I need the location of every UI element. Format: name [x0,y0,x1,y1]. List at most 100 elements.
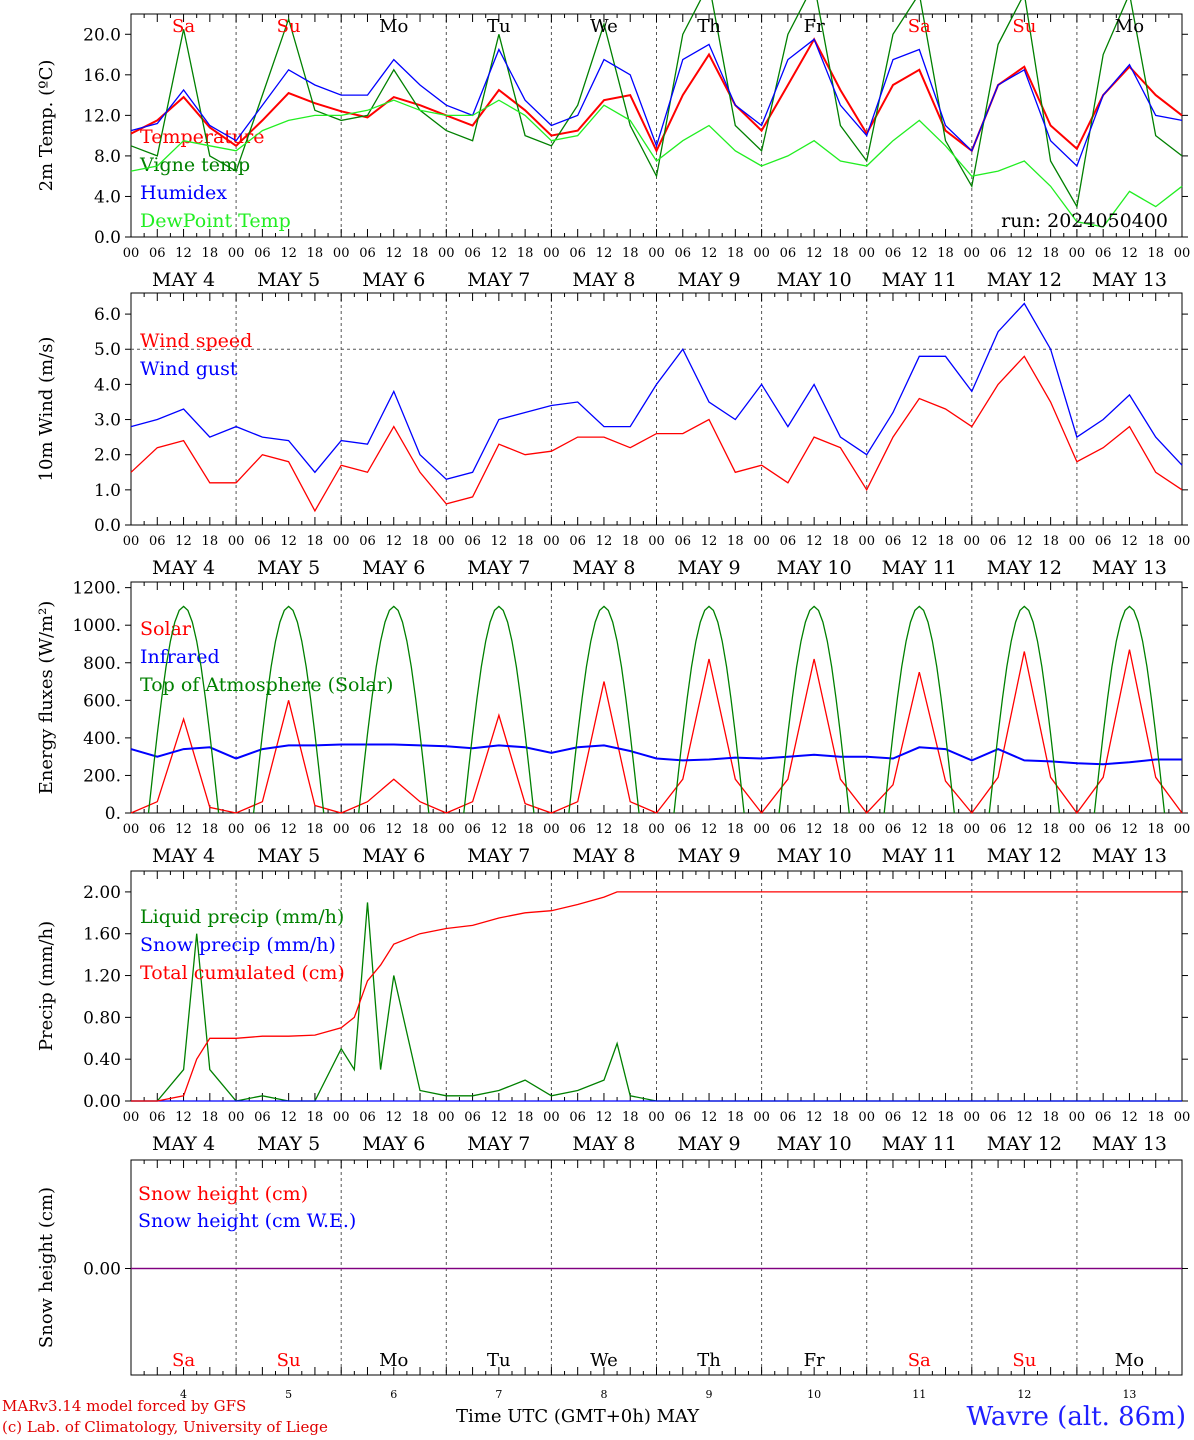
hour-tick-label: 18 [202,246,219,261]
hour-tick-label: 18 [622,534,639,549]
hour-tick-label: 12 [491,246,508,261]
legend-entry: Wind speed [140,330,252,352]
hour-tick-label: 00 [648,246,665,261]
day-number-label: 7 [495,1388,502,1401]
date-label: MAY 9 [678,557,741,579]
hour-tick-label: 12 [596,1110,613,1125]
hour-tick-label: 12 [491,534,508,549]
hour-tick-label: 06 [780,534,797,549]
hour-tick-label: 06 [149,246,166,261]
hour-tick-label: 18 [202,1110,219,1125]
date-label: MAY 11 [882,1133,957,1155]
y-axis-label: Energy fluxes (W/m²) [36,601,57,795]
day-number-label: 6 [390,1388,397,1401]
hour-tick-label: 00 [648,534,665,549]
day-name-label: Mo [379,1350,408,1371]
panel-1-frame [130,13,1183,238]
hour-tick-label: 12 [911,822,928,837]
date-label: MAY 7 [467,845,530,867]
y-tick-label: 20.0 [83,25,121,45]
hour-tick-label: 18 [517,1110,534,1125]
day-name-label: Sa [908,1350,931,1371]
y-tick-label: 200. [83,766,121,786]
hour-tick-label: 06 [990,822,1007,837]
hour-tick-label: 06 [464,534,481,549]
day-name-label: Tu [487,16,511,37]
hour-tick-label: 18 [412,534,429,549]
legend-entry: Solar [140,618,192,640]
day-name-label: Th [697,1350,721,1371]
y-tick-label: 5.0 [94,340,121,360]
hour-tick-label: 18 [937,534,954,549]
hour-tick-label: 18 [307,534,324,549]
hour-tick-label: 06 [780,822,797,837]
date-label: MAY 12 [987,557,1062,579]
legend-entry: Liquid precip (mm/h) [140,906,344,928]
y-tick-label: 0. [105,804,121,824]
date-label: MAY 4 [152,1133,215,1155]
series-line-total-cumulated-cm [131,891,1182,1102]
hour-tick-label: 12 [1121,534,1138,549]
day-number-label: 4 [180,1388,187,1401]
hour-tick-label: 18 [307,246,324,261]
hour-tick-label: 06 [569,822,586,837]
hour-tick-label: 00 [333,822,350,837]
hour-tick-label: 06 [780,1110,797,1125]
legend-entry: Top of Atmosphere (Solar) [140,674,393,696]
date-label: MAY 6 [362,845,425,867]
hour-tick-label: 00 [858,1110,875,1125]
date-label: MAY 13 [1092,557,1167,579]
date-label: MAY 7 [467,269,530,291]
hour-tick-label: 12 [491,822,508,837]
hour-tick-label: 06 [990,534,1007,549]
day-name-label: Sa [172,16,195,37]
date-label: MAY 6 [362,269,425,291]
legend-entry: Snow precip (mm/h) [140,934,336,956]
day-name-label: Su [277,16,301,37]
hour-tick-label: 00 [753,822,770,837]
hour-tick-label: 12 [175,822,192,837]
day-name-label: Fr [804,16,825,37]
hour-tick-label: 00 [543,534,560,549]
date-label: MAY 11 [882,557,957,579]
hour-tick-label: 06 [990,246,1007,261]
y-tick-label: 600. [83,691,121,711]
date-label: MAY 8 [572,269,635,291]
y-axis-label: 2m Temp. (ºC) [36,60,57,192]
hour-tick-label: 06 [149,534,166,549]
y-tick-label: 4.0 [94,375,121,395]
day-name-label: Sa [172,1350,195,1371]
hour-tick-label: 00 [964,246,981,261]
hour-tick-label: 06 [675,822,692,837]
hour-tick-label: 06 [464,1110,481,1125]
day-number-label: 5 [285,1388,292,1401]
hour-tick-label: 12 [1016,246,1033,261]
hour-tick-label: 12 [385,1110,402,1125]
hour-tick-label: 18 [412,822,429,837]
hour-tick-label: 18 [1042,1110,1059,1125]
day-number-label: 9 [706,1388,713,1401]
hour-tick-label: 18 [1042,534,1059,549]
day-name-label: Mo [1115,1350,1144,1371]
hour-tick-label: 06 [990,1110,1007,1125]
hour-tick-label: 00 [1069,246,1086,261]
series-line-temperature [130,37,1183,154]
hour-tick-label: 18 [727,534,744,549]
day-name-label: Sa [908,16,931,37]
date-label: MAY 9 [678,1133,741,1155]
hour-tick-label: 00 [228,822,245,837]
hour-tick-label: 18 [832,1110,849,1125]
y-tick-label: 0.0 [94,516,121,536]
run-annotation: run: 2024050400 [1001,210,1168,232]
hour-tick-label: 18 [412,1110,429,1125]
date-label: MAY 9 [678,269,741,291]
y-tick-label: 1.60 [83,925,121,945]
hour-tick-label: 12 [596,246,613,261]
hour-tick-label: 18 [727,246,744,261]
hour-tick-label: 12 [175,534,192,549]
hour-tick-label: 12 [280,246,297,261]
hour-tick-label: 12 [596,534,613,549]
legend-entry: Temperature [140,126,264,148]
day-number-label: 12 [1017,1388,1031,1401]
